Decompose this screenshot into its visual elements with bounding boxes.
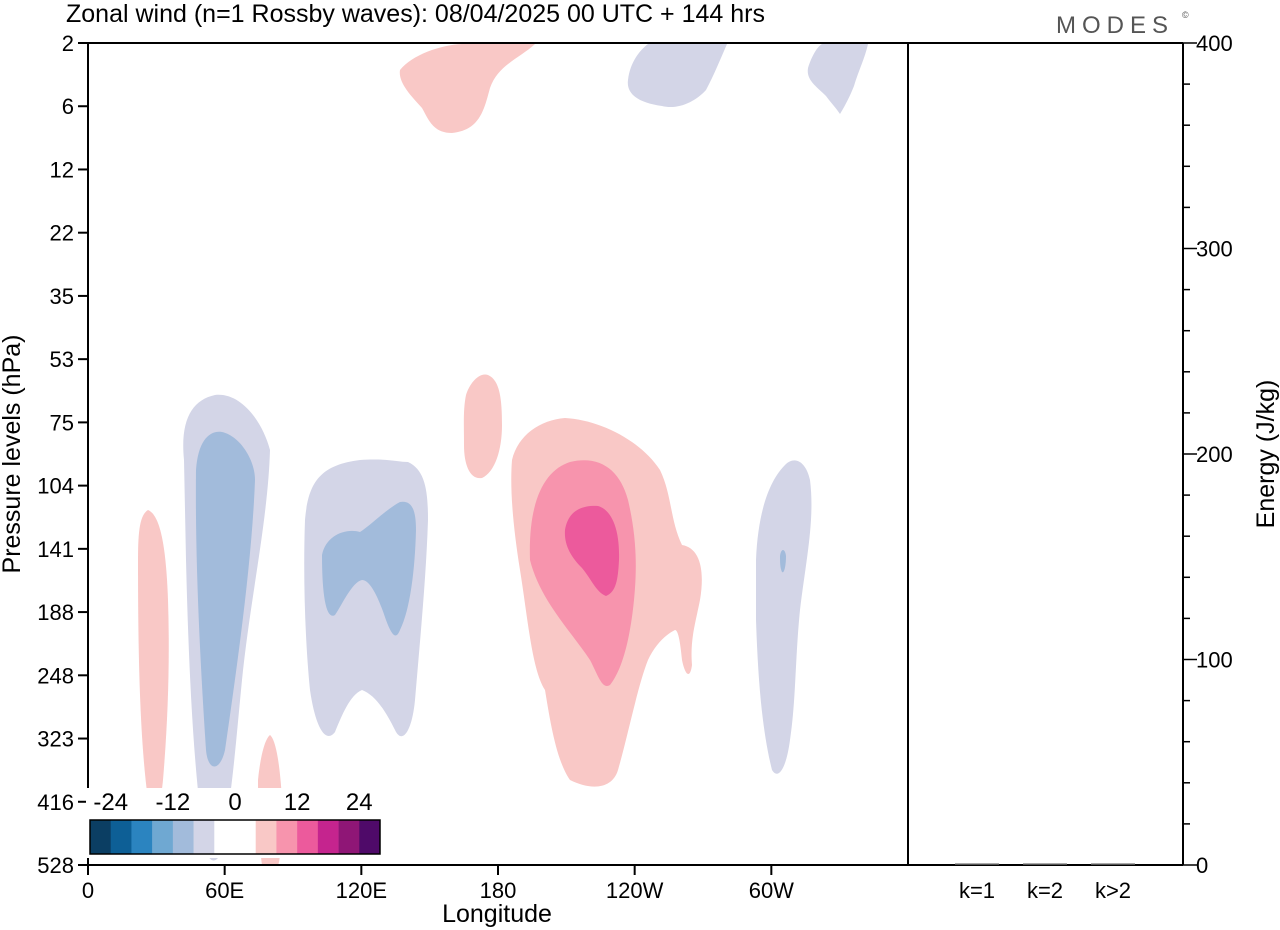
positive-anomaly-150w-core [564, 505, 620, 596]
energy-category-label: k=2 [1027, 878, 1063, 903]
x-tick-label: 180 [480, 878, 517, 903]
colorbar-swatch [255, 820, 277, 854]
colorbar-swatch [297, 820, 319, 854]
colorbar-tick-label: 0 [228, 789, 241, 816]
colorbar-swatch [90, 820, 112, 854]
positive-anomaly-30e [138, 510, 169, 811]
y-axis: 2 6 12 22 35 53 75 104 141 188 248 323 416 528 [37, 31, 88, 878]
negative-anomaly-60e-inner [195, 431, 255, 767]
colorbar-frame [89, 819, 381, 855]
colorbar-tick-label: 24 [346, 789, 373, 816]
energy-bar [955, 863, 999, 865]
energy-tick-label: 300 [1196, 237, 1233, 262]
y-tick-label: 6 [62, 94, 74, 119]
y-tick-label: 22 [50, 221, 74, 246]
colorbar-swatch [235, 820, 257, 854]
negative-anomaly-60w-core [780, 550, 786, 573]
energy-bar [1023, 863, 1067, 865]
y-tick-label: 188 [37, 600, 74, 625]
y-tick-label: 12 [50, 157, 74, 182]
colorbar-swatch [317, 820, 339, 854]
x-axis: 0 60E 120E 180 120W 60W [82, 865, 794, 903]
chart-title: Zonal wind (n=1 Rossby waves): 08/04/202… [66, 0, 765, 28]
x-tick-label: 120W [606, 878, 664, 903]
y-tick-label: 2 [62, 31, 74, 56]
energy-tick-label: 400 [1196, 31, 1233, 56]
modes-logo: MODES [1056, 12, 1174, 39]
energy-tick-label: 100 [1196, 648, 1233, 673]
colorbar-tick-label: -24 [93, 789, 128, 816]
energy-tick-label: 0 [1196, 853, 1208, 878]
negative-anomaly-upper-120w [627, 44, 727, 108]
energy-tick-label: 200 [1196, 442, 1233, 467]
y-axis-label: Pressure levels (hPa) [0, 335, 26, 574]
x-tick-label: 0 [82, 878, 94, 903]
colorbar-swatch [338, 820, 360, 854]
positive-anomaly-upper-180 [399, 44, 535, 133]
energy-axis-label: Energy (J/kg) [1252, 380, 1280, 529]
energy-category-label: k=1 [959, 878, 995, 903]
y-tick-label: 75 [50, 410, 74, 435]
x-tick-label: 60W [749, 878, 794, 903]
colorbar-tick-label: -12 [156, 789, 191, 816]
y-tick-label: 53 [50, 347, 74, 372]
logo-copyright-mark: © [1182, 10, 1189, 20]
negative-anomaly-120e-inner [322, 501, 416, 636]
colorbar-swatch [110, 820, 132, 854]
negative-anomaly-60w-outer [756, 460, 812, 774]
y-tick-label: 323 [37, 727, 74, 752]
negative-anomaly-upper-30w [807, 44, 868, 114]
positive-anomaly-75hpa-175 [463, 374, 502, 479]
colorbar-swatch [214, 820, 236, 854]
energy-axis: 0 100 200 300 400 [1183, 31, 1233, 878]
x-tick-label: 120E [336, 878, 387, 903]
y-tick-label: 528 [37, 853, 74, 878]
colorbar-tick-label: 12 [284, 789, 311, 816]
y-tick-label: 104 [37, 474, 74, 499]
y-tick-label: 416 [37, 790, 74, 815]
colorbar-swatch [152, 820, 174, 854]
colorbar-swatch [131, 820, 153, 854]
colorbar-swatch [172, 820, 194, 854]
y-tick-label: 35 [50, 284, 74, 309]
x-tick-label: 60E [205, 878, 244, 903]
colorbar-swatch [193, 820, 215, 854]
y-tick-label: 248 [37, 663, 74, 688]
contour-field [138, 44, 868, 865]
colorbar: -24 -12 0 12 24 [86, 788, 382, 858]
y-tick-label: 141 [37, 537, 74, 562]
colorbar-swatch [359, 820, 381, 854]
x-axis-label: Longitude [442, 900, 552, 928]
energy-bars: k=1 k=2 k>2 [955, 863, 1135, 903]
colorbar-swatch [276, 820, 298, 854]
energy-category-label: k>2 [1095, 878, 1131, 903]
energy-bar [1091, 863, 1135, 865]
